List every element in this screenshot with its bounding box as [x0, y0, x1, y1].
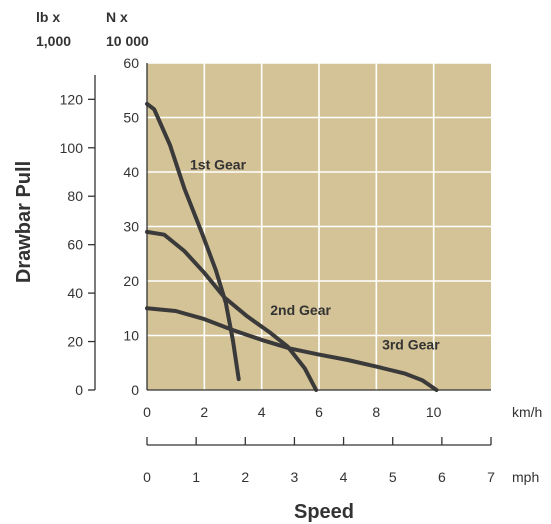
gear-label: 2nd Gear — [270, 302, 331, 318]
y-lb-tick-label: 40 — [67, 285, 83, 301]
y-lb-tick-label: 80 — [67, 188, 83, 204]
y-lb-tick-label: 0 — [75, 382, 83, 398]
y-n-tick-label: 0 — [131, 382, 139, 398]
y-lb-tick-label: 20 — [67, 334, 83, 350]
kmh-unit-label: km/h — [512, 404, 542, 420]
y-n-tick-label: 50 — [123, 110, 139, 126]
x-mph-tick-label: 4 — [340, 469, 348, 485]
y-n-tick-label: 60 — [123, 55, 139, 71]
y-n-tick-label: 30 — [123, 219, 139, 235]
gear-curves: 1st Gear 2nd Gear 3rd Gear — [145, 101, 440, 392]
x-axis-mph: 0 1 2 3 4 5 6 7 — [143, 437, 495, 485]
y-n-tick-label: 20 — [123, 273, 139, 289]
x-axis-kmh: 0 2 4 6 8 10 — [143, 389, 491, 420]
y-axis-lb: 0 20 40 60 80 100 120 — [60, 75, 96, 398]
x-mph-tick-label: 3 — [291, 469, 299, 485]
x-mph-tick-label: 0 — [143, 469, 151, 485]
n-axis-header-line1: N x — [106, 9, 128, 25]
x-kmh-tick-label: 6 — [315, 404, 323, 420]
y-axis-n: 0 10 20 30 40 50 60 — [123, 55, 148, 398]
y-n-tick-label: 40 — [123, 164, 139, 180]
x-mph-tick-label: 2 — [241, 469, 249, 485]
x-mph-tick-label: 6 — [438, 469, 446, 485]
x-kmh-tick-label: 4 — [258, 404, 266, 420]
x-kmh-tick-label: 10 — [426, 404, 442, 420]
gear-label: 3rd Gear — [382, 337, 440, 353]
series-line-2nd-gear — [145, 229, 319, 392]
y-lb-tick-label: 60 — [67, 237, 83, 253]
x-mph-tick-label: 5 — [389, 469, 397, 485]
y-n-tick-label: 10 — [123, 328, 139, 344]
x-kmh-tick-label: 0 — [143, 404, 151, 420]
mph-unit-label: mph — [512, 469, 539, 485]
y-lb-tick-label: 120 — [60, 91, 84, 107]
plot-grid — [147, 62, 491, 390]
n-axis-header-line2: 10 000 — [106, 33, 149, 49]
x-axis-title: Speed — [294, 501, 354, 523]
x-kmh-tick-label: 8 — [372, 404, 380, 420]
gear-label: 1st Gear — [190, 156, 247, 172]
y-lb-tick-label: 100 — [60, 140, 84, 156]
y-axis-title: Drawbar Pull — [13, 161, 35, 283]
series-line-3rd-gear — [145, 306, 439, 392]
x-kmh-tick-label: 2 — [200, 404, 208, 420]
x-mph-tick-label: 1 — [192, 469, 200, 485]
x-mph-tick-label: 7 — [487, 469, 495, 485]
lb-axis-header-line1: lb x — [36, 9, 60, 25]
lb-axis-header-line2: 1,000 — [36, 33, 71, 49]
